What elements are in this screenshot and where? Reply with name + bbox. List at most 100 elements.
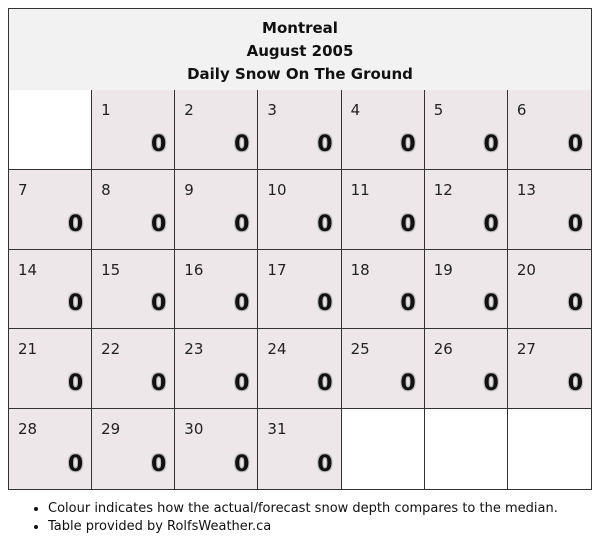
notes-list: Colour indicates how the actual/forecast…: [16, 500, 586, 536]
day-number: 14: [18, 260, 38, 279]
snow-depth-value: 0: [567, 131, 583, 157]
city-title: Montreal: [262, 19, 338, 37]
snow-depth-value: 0: [234, 452, 250, 477]
snow-depth-value: 0: [400, 211, 416, 237]
day-number: 2: [184, 101, 194, 119]
day-number: 27: [516, 340, 536, 359]
day-cell: 30 0: [175, 409, 259, 489]
day-cell: 28 0: [9, 409, 93, 489]
day-number: 20: [516, 260, 536, 279]
snow-depth-value: 0: [317, 371, 333, 397]
day-cell: 11 0: [341, 169, 425, 250]
day-cell: 25 0: [341, 329, 425, 410]
table-title: Daily Snow On The Ground: [187, 65, 413, 83]
snow-depth-value: 0: [67, 371, 84, 397]
day-cell: 10 0: [258, 169, 342, 250]
snow-depth-value: 0: [483, 291, 499, 317]
snow-depth-value: 0: [483, 371, 499, 397]
snow-depth-value: 0: [150, 452, 167, 477]
day-cell: 23 0: [175, 329, 259, 410]
snow-depth-value: 0: [150, 211, 167, 237]
day-cell: 24 0: [258, 329, 342, 410]
day-number: 16: [184, 260, 204, 279]
day-number: 3: [267, 101, 277, 119]
snow-depth-value: 0: [67, 452, 84, 477]
snow-depth-value: 0: [150, 371, 167, 397]
empty-cell: [9, 90, 93, 170]
day-cell: 13 0: [507, 169, 591, 250]
snow-depth-value: 0: [67, 291, 84, 317]
day-cell: 12 0: [424, 169, 508, 250]
snow-depth-value: 0: [234, 371, 250, 397]
day-cell: 17 0: [258, 249, 342, 330]
day-cell: 16 0: [175, 249, 259, 330]
snow-depth-value: 0: [317, 452, 333, 477]
day-cell: 31 0: [258, 409, 342, 489]
day-cell: 21 0: [9, 329, 93, 410]
snow-depth-value: 0: [317, 291, 333, 317]
month-title: August 2005: [246, 42, 354, 60]
calendar-header: Montreal August 2005 Daily Snow On The G…: [9, 9, 591, 91]
day-number: 5: [433, 101, 444, 119]
day-number: 30: [184, 420, 204, 439]
day-cell: 29 0: [92, 409, 176, 489]
day-number: 12: [433, 180, 453, 199]
day-number: 4: [350, 101, 361, 119]
snow-depth-value: 0: [567, 211, 583, 237]
day-number: 15: [101, 260, 121, 279]
day-cell: 27 0: [507, 329, 591, 410]
day-number: 8: [101, 180, 111, 199]
day-number: 13: [516, 180, 536, 199]
day-number: 31: [267, 420, 287, 439]
day-number: 19: [433, 260, 453, 279]
day-number: 22: [101, 340, 121, 359]
day-number: 25: [350, 340, 370, 359]
note-attribution: Table provided by RolfsWeather.ca: [48, 518, 586, 536]
snow-depth-value: 0: [67, 211, 84, 237]
snow-depth-value: 0: [317, 131, 333, 157]
snow-depth-value: 0: [567, 371, 583, 397]
day-cell: 15 0: [92, 249, 176, 330]
day-number: 7: [18, 180, 28, 199]
day-number: 10: [267, 180, 287, 199]
day-number: 21: [18, 340, 38, 359]
snow-depth-value: 0: [150, 291, 167, 317]
snow-depth-value: 0: [150, 131, 167, 157]
day-cell: 26 0: [424, 329, 508, 410]
snow-depth-value: 0: [483, 211, 499, 237]
day-number: 28: [18, 420, 38, 439]
day-number: 11: [350, 180, 370, 199]
day-number: 17: [267, 260, 287, 279]
day-cell: 18 0: [341, 249, 425, 330]
day-cell: 22 0: [92, 329, 176, 410]
day-number: 23: [184, 340, 204, 359]
snow-depth-value: 0: [400, 131, 416, 157]
empty-cell: [424, 409, 508, 489]
day-number: 26: [433, 340, 453, 359]
snow-depth-value: 0: [483, 131, 499, 157]
calendar-grid: 1 0 2 0 3 0 4 0 5 0 6 0 7 0 8 0 9 0 10 0 11 0 12 0 13 0 14 0 15 0 16 0 1…: [9, 90, 591, 489]
snow-depth-value: 0: [234, 131, 250, 157]
snow-depth-value: 0: [400, 371, 416, 397]
snow-calendar: Montreal August 2005 Daily Snow On The G…: [8, 8, 592, 490]
snow-depth-value: 0: [234, 291, 250, 317]
day-cell: 19 0: [424, 249, 508, 330]
empty-cell: [507, 409, 591, 489]
day-number: 18: [350, 260, 370, 279]
snow-depth-value: 0: [567, 291, 583, 317]
snow-depth-value: 0: [234, 211, 250, 237]
day-number: 24: [267, 340, 287, 359]
day-number: 29: [101, 420, 121, 439]
note-colour-legend: Colour indicates how the actual/forecast…: [48, 500, 586, 518]
day-cell: 14 0: [9, 249, 93, 330]
day-cell: 20 0: [507, 249, 591, 330]
